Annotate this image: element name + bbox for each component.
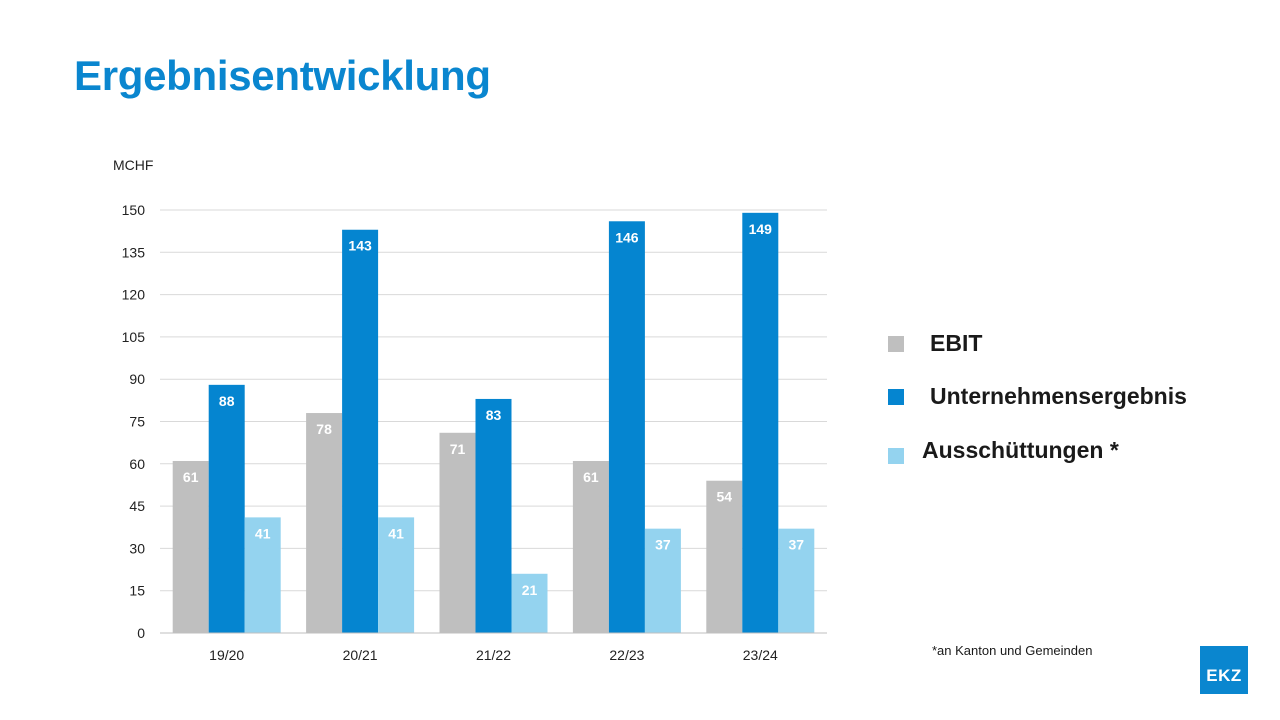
bar (244, 517, 281, 633)
data-label: 71 (450, 441, 466, 457)
y-tick-label: 105 (122, 329, 146, 345)
data-label: 149 (749, 221, 773, 237)
legend-item-ausschuettungen: Ausschüttungen * (888, 437, 1119, 464)
y-tick-label: 150 (122, 202, 146, 218)
data-label: 78 (316, 421, 332, 437)
data-label: 41 (255, 525, 271, 541)
legend-item-unternehmensergebnis: Unternehmensergebnis (888, 383, 1187, 410)
legend-item-ebit: EBIT (888, 330, 982, 357)
y-tick-label: 30 (129, 540, 145, 556)
bar (475, 398, 512, 633)
bar (706, 480, 743, 633)
y-tick-label: 135 (122, 244, 146, 260)
y-tick-label: 120 (122, 287, 146, 303)
data-label: 61 (583, 469, 599, 485)
data-label: 61 (183, 469, 199, 485)
bar (742, 212, 779, 633)
legend-swatch-unternehmensergebnis (888, 388, 904, 405)
bar (208, 384, 245, 633)
data-label: 83 (486, 407, 502, 423)
data-label: 21 (522, 582, 538, 598)
y-tick-label: 15 (129, 583, 145, 599)
data-label: 146 (615, 229, 639, 245)
bar (439, 432, 476, 633)
y-tick-labels: 0 15 30 45 60 75 90 105 120 135 150 (122, 202, 146, 641)
y-tick-label: 60 (129, 456, 145, 472)
y-tick-label: 75 (129, 414, 145, 430)
footnote: *an Kanton und Gemeinden (932, 643, 1093, 658)
bar (511, 573, 548, 633)
bar (608, 221, 645, 633)
page-title: Ergebnisentwicklung (74, 52, 491, 99)
bars (172, 212, 815, 634)
x-tick-label: 21/22 (476, 647, 511, 663)
bar (644, 528, 681, 633)
y-axis-unit-label: MCHF (113, 157, 153, 173)
x-tick-label: 20/21 (343, 647, 378, 663)
bar (342, 229, 379, 634)
data-label: 37 (789, 537, 805, 553)
legend-label-ebit: EBIT (930, 330, 983, 356)
ekz-logo: EKZ (1200, 646, 1248, 694)
data-labels: 61 88 41 78 143 41 71 83 21 61 146 37 54 149 37 (183, 221, 804, 598)
legend-swatch-ausschuettungen (888, 447, 904, 464)
data-label: 143 (348, 238, 372, 254)
data-label: 41 (388, 525, 404, 541)
data-label: 88 (219, 393, 235, 409)
bar (306, 413, 343, 633)
x-tick-labels: 19/20 20/21 21/22 22/23 23/24 (209, 647, 778, 663)
bar (778, 528, 815, 633)
bar (172, 460, 209, 633)
x-tick-label: 22/23 (609, 647, 644, 663)
y-tick-label: 45 (129, 498, 145, 514)
y-tick-label: 90 (129, 371, 145, 387)
legend-swatch-ebit (888, 335, 904, 352)
bar (378, 517, 415, 633)
y-tick-label: 0 (137, 625, 145, 641)
bar (572, 460, 609, 633)
legend-label-ausschuettungen: Ausschüttungen * (922, 437, 1119, 463)
x-tick-label: 19/20 (209, 647, 244, 663)
data-label: 54 (717, 489, 733, 505)
x-tick-label: 23/24 (743, 647, 778, 663)
data-label: 37 (655, 537, 671, 553)
legend-label-unternehmensergebnis: Unternehmensergebnis (930, 383, 1187, 409)
